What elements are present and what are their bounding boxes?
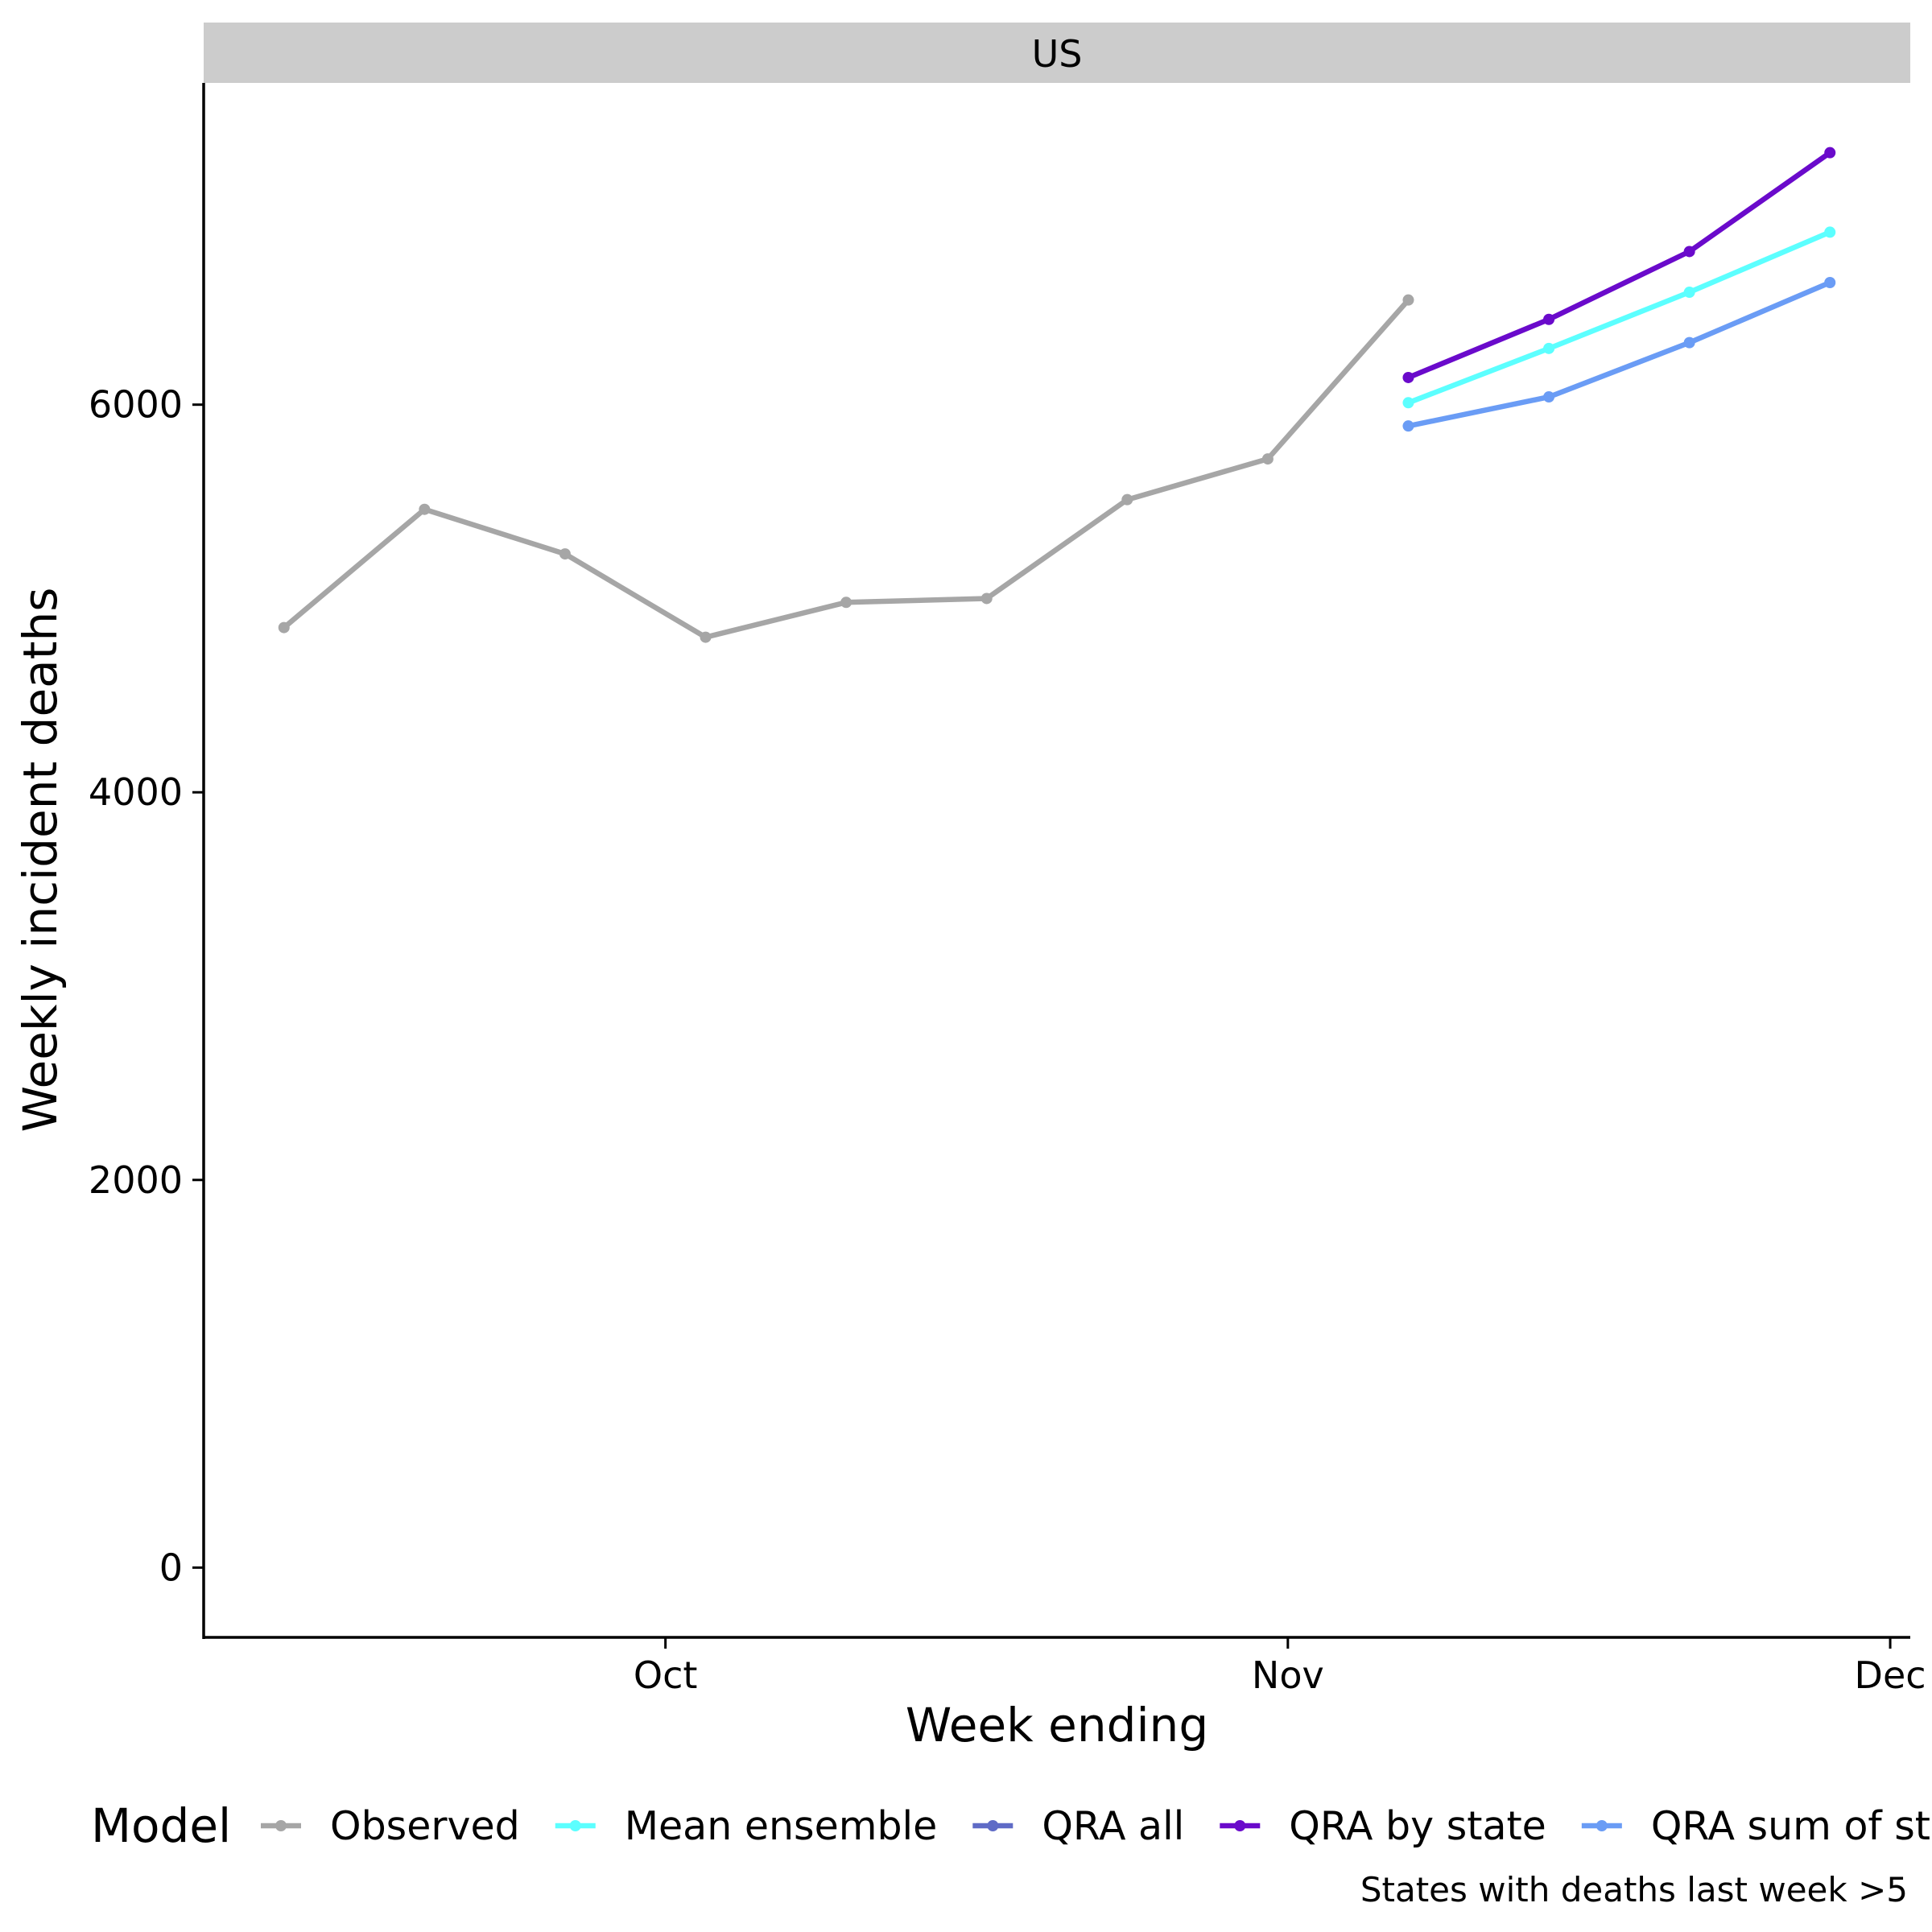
- caption: States with deaths last week >5: [1360, 1870, 1908, 1909]
- data-point-observed: [559, 548, 571, 560]
- data-point-mean-ensemble: [1402, 397, 1414, 409]
- data-point-observed: [1121, 493, 1133, 506]
- data-point-qra-by-state: [1543, 313, 1555, 325]
- data-point-observed: [980, 592, 993, 605]
- legend-swatch-point: [275, 1820, 287, 1831]
- series-points: [278, 147, 1836, 643]
- series-line-qra-by-state: [1407, 151, 1832, 381]
- y-tick-label: 4000: [89, 770, 183, 814]
- legend-label: QRA sum of states: [1651, 1803, 1932, 1849]
- data-point-observed: [278, 621, 290, 634]
- data-point-qra-sum-of-states: [1683, 336, 1695, 349]
- plot-panel: 0 2000 4000 6000 Oct Nov Dec: [89, 83, 1926, 1697]
- series-line-mean-ensemble: [1407, 229, 1831, 406]
- legend: Model Observed Mean ensemble QRA all QRA by…: [91, 1798, 1932, 1853]
- y-tick-label: 0: [159, 1546, 183, 1589]
- data-point-mean-ensemble: [1543, 342, 1555, 354]
- data-point-observed: [1402, 294, 1414, 306]
- legend-label: QRA all: [1042, 1803, 1184, 1849]
- data-point-mean-ensemble: [1824, 226, 1836, 238]
- series-line-qra-sum-of-states: [1407, 280, 1831, 429]
- legend-label: Observed: [330, 1803, 520, 1849]
- y-axis-ticks: 0 2000 4000 6000: [89, 383, 204, 1589]
- x-axis-ticks: Oct Nov Dec: [634, 1637, 1926, 1697]
- data-point-observed: [419, 503, 431, 515]
- y-tick-label: 2000: [89, 1158, 183, 1202]
- x-tick-label: Nov: [1252, 1653, 1324, 1697]
- facet-strip-background: [204, 23, 1910, 83]
- legend-item-qra-by-state: QRA by state: [1220, 1803, 1546, 1849]
- data-point-mean-ensemble: [1683, 287, 1695, 299]
- data-point-qra-by-state: [1402, 371, 1414, 383]
- legend-title: Model: [91, 1798, 231, 1853]
- x-tick-label: Dec: [1855, 1653, 1926, 1697]
- legend-item-observed: Observed: [261, 1803, 520, 1849]
- y-tick-label: 6000: [89, 383, 183, 427]
- data-point-observed: [700, 631, 712, 643]
- facet-strip: US: [204, 23, 1910, 83]
- data-point-qra-by-state: [1824, 147, 1836, 159]
- x-axis-title: Week ending: [906, 1698, 1208, 1752]
- legend-swatch-point: [569, 1820, 581, 1831]
- legend-label: Mean ensemble: [625, 1803, 938, 1849]
- legend-label: QRA by state: [1289, 1803, 1546, 1849]
- legend-items: Observed Mean ensemble QRA all QRA by state…: [261, 1803, 1932, 1849]
- facet-strip-label: US: [1032, 32, 1083, 76]
- legend-item-qra-sum-of-states: QRA sum of states: [1581, 1803, 1932, 1849]
- legend-swatch-point: [1234, 1820, 1246, 1831]
- x-tick-label: Oct: [634, 1653, 698, 1697]
- legend-item-qra-all: QRA all: [972, 1803, 1184, 1849]
- data-point-qra-sum-of-states: [1824, 276, 1836, 288]
- legend-swatch-point: [1596, 1820, 1608, 1831]
- data-point-observed: [840, 597, 852, 609]
- data-point-qra-sum-of-states: [1543, 391, 1555, 403]
- data-point-qra-sum-of-states: [1402, 420, 1414, 432]
- legend-item-mean-ensemble: Mean ensemble: [555, 1803, 938, 1849]
- data-point-qra-by-state: [1683, 246, 1695, 258]
- y-axis-title: Weekly incident deaths: [13, 588, 68, 1133]
- legend-swatch-point: [987, 1820, 999, 1831]
- data-point-observed: [1261, 453, 1274, 465]
